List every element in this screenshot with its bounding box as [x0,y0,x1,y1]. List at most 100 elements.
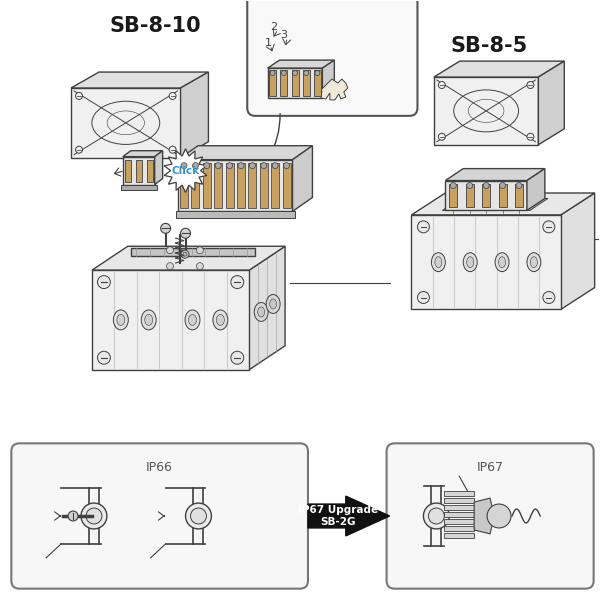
Bar [449,184,457,208]
Ellipse shape [463,253,477,272]
Circle shape [238,163,244,169]
Circle shape [527,133,534,140]
FancyBboxPatch shape [11,443,308,589]
Polygon shape [445,519,474,524]
Ellipse shape [188,314,196,325]
Bar [136,160,142,182]
Circle shape [272,163,278,169]
Ellipse shape [435,257,442,268]
Ellipse shape [467,257,473,268]
Bar [515,184,523,208]
Circle shape [181,229,191,238]
Circle shape [293,71,298,76]
Circle shape [261,163,267,169]
Bar [482,184,490,208]
Circle shape [167,263,173,269]
Circle shape [97,275,110,289]
Ellipse shape [527,253,541,272]
Circle shape [183,252,187,256]
Polygon shape [249,246,285,370]
Polygon shape [92,270,249,370]
Ellipse shape [117,314,125,325]
Polygon shape [538,61,564,145]
Circle shape [76,146,83,153]
Polygon shape [178,146,313,160]
Polygon shape [445,491,474,496]
Text: IP66: IP66 [146,461,173,474]
Circle shape [451,182,456,188]
Circle shape [169,146,176,153]
Circle shape [418,292,430,304]
Bar [268,68,322,98]
Ellipse shape [217,314,224,325]
Bar [466,184,473,208]
Ellipse shape [431,253,445,272]
Circle shape [167,247,173,254]
Bar [125,160,131,182]
Circle shape [304,71,309,76]
FancyBboxPatch shape [386,443,593,589]
Circle shape [487,504,511,528]
Polygon shape [164,149,207,193]
Polygon shape [434,77,538,145]
Polygon shape [308,496,389,536]
Polygon shape [71,88,181,158]
Circle shape [204,163,210,169]
Polygon shape [181,72,208,158]
Circle shape [543,292,555,304]
Bar [269,70,276,96]
Ellipse shape [113,310,128,330]
Polygon shape [176,211,295,218]
Ellipse shape [92,101,160,145]
Ellipse shape [530,257,538,268]
Polygon shape [445,526,474,531]
Circle shape [231,351,244,364]
Circle shape [81,503,107,529]
Ellipse shape [495,253,509,272]
Polygon shape [178,160,293,211]
Text: 1: 1 [265,38,272,48]
Bar [147,160,152,182]
Text: IP67: IP67 [476,461,503,474]
Ellipse shape [499,257,506,268]
Circle shape [424,503,449,529]
Circle shape [181,163,187,169]
Text: 2: 2 [271,22,278,32]
Circle shape [270,71,275,76]
Ellipse shape [213,310,228,330]
Ellipse shape [107,111,145,135]
Ellipse shape [257,307,265,317]
Circle shape [68,511,78,521]
Polygon shape [445,533,474,538]
Polygon shape [92,246,285,270]
Ellipse shape [185,310,200,330]
Circle shape [193,163,199,169]
Circle shape [185,503,211,529]
Bar [226,163,233,208]
Bar [292,70,299,96]
Ellipse shape [266,295,280,313]
Polygon shape [445,505,474,510]
Polygon shape [445,512,474,517]
Circle shape [428,508,445,524]
Polygon shape [71,72,208,88]
Polygon shape [474,498,494,534]
Bar [314,70,321,96]
Circle shape [250,163,256,169]
FancyBboxPatch shape [247,0,418,116]
Polygon shape [445,169,545,181]
Circle shape [439,133,445,140]
Text: IP67 Upgrade
SB-2G: IP67 Upgrade SB-2G [298,505,378,527]
Polygon shape [268,60,334,68]
Circle shape [467,182,473,188]
Circle shape [161,223,170,233]
Ellipse shape [454,90,518,132]
Circle shape [196,263,203,269]
Circle shape [227,163,233,169]
Polygon shape [320,79,348,100]
Text: 3: 3 [281,30,287,40]
Circle shape [169,92,176,100]
Polygon shape [412,215,561,310]
Bar [191,163,199,208]
Polygon shape [561,193,595,310]
